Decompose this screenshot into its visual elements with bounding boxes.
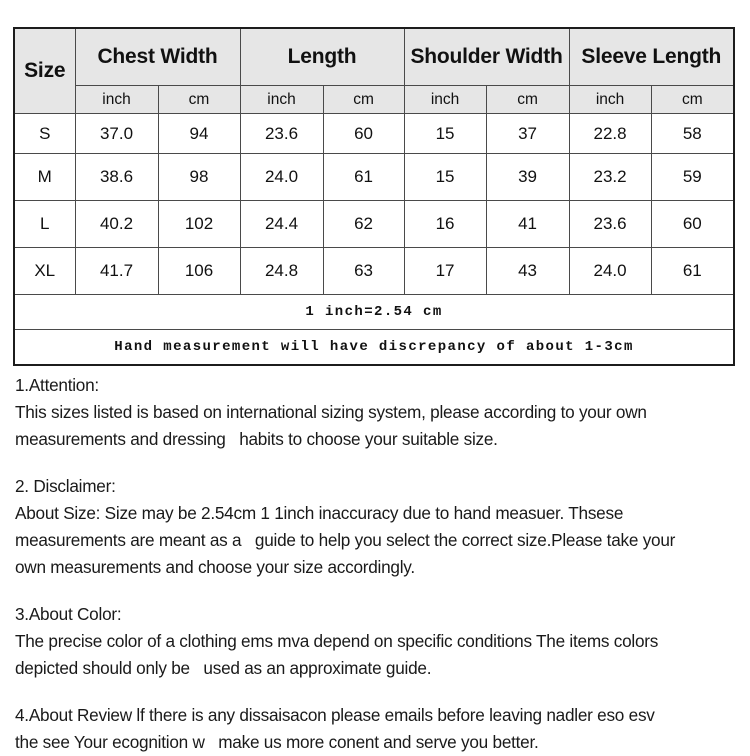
table-row: M 38.6 98 24.0 61 15 39 23.2 59: [13, 153, 735, 201]
cell-length-inch: 24.0: [239, 153, 324, 201]
size-chart-table: Size Chest Width Length Shoulder Width S…: [13, 27, 736, 366]
cell-shoulder-inch: 15: [403, 113, 487, 154]
note-about-color-body: The precise color of a clothing ems mva …: [15, 631, 659, 678]
unit-header-chest-inch: inch: [74, 85, 159, 114]
note-disclaimer-heading: 2. Disclaimer:: [15, 476, 116, 496]
table-row: XL 41.7 106 24.8 63 17 43 24.0 61: [13, 247, 735, 295]
cell-sleeve-cm: 58: [650, 113, 735, 154]
unit-header-shoulder-inch: inch: [403, 85, 487, 114]
cell-chest-inch: 41.7: [74, 247, 159, 295]
cell-length-cm: 60: [322, 113, 405, 154]
footnote-inch-to-cm: 1 inch=2.54 cm: [13, 294, 735, 330]
note-about-review: 4.About Review lf there is any dissaisac…: [15, 702, 737, 756]
cell-sleeve-inch: 23.6: [568, 200, 652, 248]
table-footnote-conversion-row: 1 inch=2.54 cm: [13, 294, 735, 330]
cell-size: M: [13, 153, 76, 201]
notes-section: 1.Attention: This sizes listed is based …: [15, 372, 737, 756]
column-header-length: Length: [239, 27, 405, 86]
note-attention: 1.Attention: This sizes listed is based …: [15, 372, 737, 453]
cell-shoulder-cm: 37: [485, 113, 570, 154]
table-header-groups: Size Chest Width Length Shoulder Width S…: [13, 27, 735, 114]
unit-header-shoulder-cm: cm: [485, 85, 570, 114]
unit-header-length-inch: inch: [239, 85, 324, 114]
column-header-chest-width: Chest Width: [74, 27, 241, 86]
note-disclaimer: 2. Disclaimer: About Size: Size may be 2…: [15, 473, 737, 581]
cell-size: XL: [13, 247, 76, 295]
unit-header-chest-cm: cm: [157, 85, 241, 114]
cell-sleeve-cm: 59: [650, 153, 735, 201]
cell-chest-cm: 94: [157, 113, 241, 154]
cell-chest-inch: 40.2: [74, 200, 159, 248]
cell-chest-cm: 102: [157, 200, 241, 248]
note-about-color: 3.About Color: The precise color of a cl…: [15, 601, 737, 682]
cell-shoulder-cm: 41: [485, 200, 570, 248]
unit-header-sleeve-cm: cm: [650, 85, 735, 114]
cell-length-cm: 62: [322, 200, 405, 248]
cell-shoulder-cm: 39: [485, 153, 570, 201]
unit-header-sleeve-inch: inch: [568, 85, 652, 114]
unit-header-length-cm: cm: [322, 85, 405, 114]
table-row: S 37.0 94 23.6 60 15 37 22.8 58: [13, 113, 735, 154]
size-chart-table-container: Size Chest Width Length Shoulder Width S…: [13, 27, 736, 366]
cell-length-inch: 24.4: [239, 200, 324, 248]
cell-sleeve-cm: 60: [650, 200, 735, 248]
column-header-size: Size: [13, 27, 76, 114]
cell-shoulder-cm: 43: [485, 247, 570, 295]
note-about-color-heading: 3.About Color:: [15, 604, 122, 624]
column-header-sleeve-length: Sleeve Length: [568, 27, 735, 86]
cell-size: L: [13, 200, 76, 248]
cell-length-cm: 63: [322, 247, 405, 295]
cell-shoulder-inch: 17: [403, 247, 487, 295]
cell-length-cm: 61: [322, 153, 405, 201]
note-attention-body: This sizes listed is based on internatio…: [15, 402, 647, 449]
cell-chest-inch: 37.0: [74, 113, 159, 154]
cell-length-inch: 23.6: [239, 113, 324, 154]
cell-shoulder-inch: 16: [403, 200, 487, 248]
table-header-units: inch cm inch cm inch cm inch cm: [14, 85, 735, 114]
table-row: L 40.2 102 24.4 62 16 41 23.6 60: [13, 200, 735, 248]
note-disclaimer-body: About Size: Size may be 2.54cm 1 1inch i…: [15, 503, 676, 577]
cell-chest-cm: 106: [157, 247, 241, 295]
note-attention-heading: 1.Attention:: [15, 375, 99, 395]
note-about-review-body: 4.About Review lf there is any dissaisac…: [15, 705, 655, 752]
cell-length-inch: 24.8: [239, 247, 324, 295]
cell-sleeve-inch: 23.2: [568, 153, 652, 201]
cell-shoulder-inch: 15: [403, 153, 487, 201]
cell-chest-cm: 98: [157, 153, 241, 201]
cell-sleeve-inch: 24.0: [568, 247, 652, 295]
cell-sleeve-cm: 61: [650, 247, 735, 295]
footnote-hand-measurement: Hand measurement will have discrepancy o…: [13, 329, 735, 366]
column-header-shoulder-width: Shoulder Width: [403, 27, 570, 86]
cell-chest-inch: 38.6: [74, 153, 159, 201]
table-footnote-discrepancy-row: Hand measurement will have discrepancy o…: [13, 329, 735, 366]
cell-sleeve-inch: 22.8: [568, 113, 652, 154]
cell-size: S: [13, 113, 76, 154]
